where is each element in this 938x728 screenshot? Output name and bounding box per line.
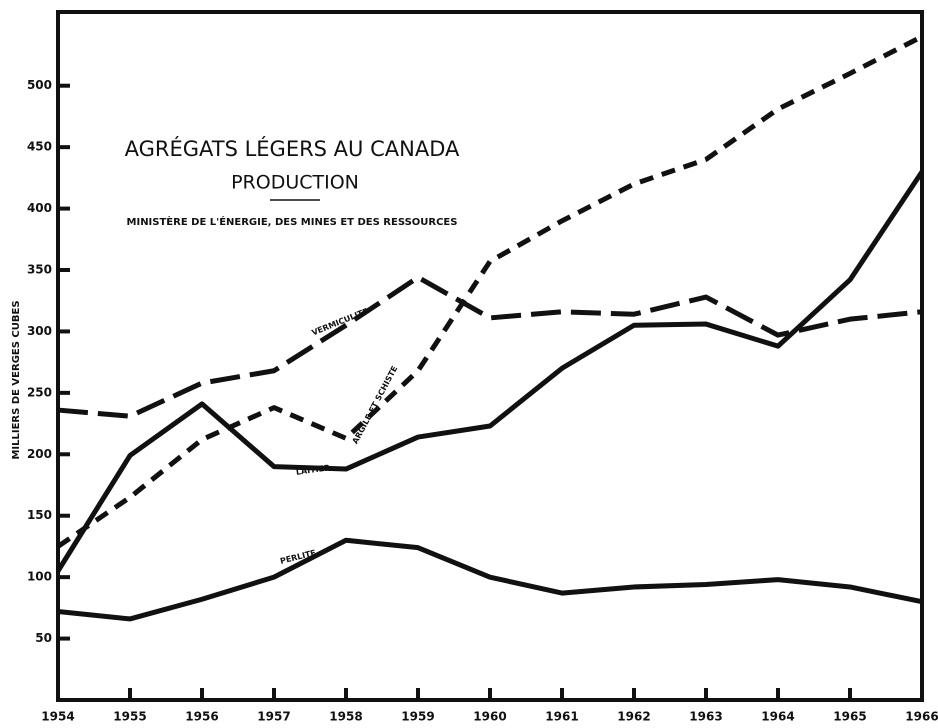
series-line	[57, 537, 923, 622]
series-label: VERMICULITE	[310, 307, 369, 338]
y-tick-label: 500	[27, 78, 52, 92]
y-tick-label: 50	[35, 631, 52, 645]
y-tick-label: 100	[27, 570, 52, 584]
y-tick-label: 450	[27, 140, 52, 154]
x-tick-label: 1957	[257, 710, 290, 724]
chart-subtitle: PRODUCTION	[231, 172, 359, 194]
series-line	[57, 274, 923, 419]
y-tick-label: 300	[27, 324, 52, 338]
series-line	[55, 170, 925, 573]
x-tick-label: 1954	[41, 710, 74, 724]
y-axis-label: MILLIERS DE VERGES CUBES	[11, 300, 22, 459]
x-tick-label: 1966	[905, 710, 938, 724]
y-tick-label: 200	[27, 447, 52, 461]
x-tick-label: 1964	[761, 710, 794, 724]
y-tick-label: 400	[27, 201, 52, 215]
x-tick-label: 1959	[401, 710, 434, 724]
chart-title: AGRÉGATS LÉGERS AU CANADA	[125, 136, 460, 161]
x-tick-label: 1962	[617, 710, 650, 724]
x-tick-label: 1955	[113, 710, 146, 724]
source: MINISTÈRE DE L'ÉNERGIE, DES MINES ET DES…	[127, 215, 458, 228]
x-tick-label: 1960	[473, 710, 506, 724]
y-tick-label: 150	[27, 508, 52, 522]
x-tick-label: 1961	[545, 710, 578, 724]
x-tick-label: 1963	[689, 710, 722, 724]
x-tick-label: 1956	[185, 710, 218, 724]
x-tick-label: 1965	[833, 710, 866, 724]
series-label: ARGILE ET SCHISTE	[351, 365, 400, 446]
y-tick-label: 350	[27, 263, 52, 277]
x-tick-label: 1958	[329, 710, 362, 724]
plot-frame	[56, 10, 924, 702]
y-tick-label: 250	[27, 385, 52, 399]
series-line	[56, 34, 924, 549]
